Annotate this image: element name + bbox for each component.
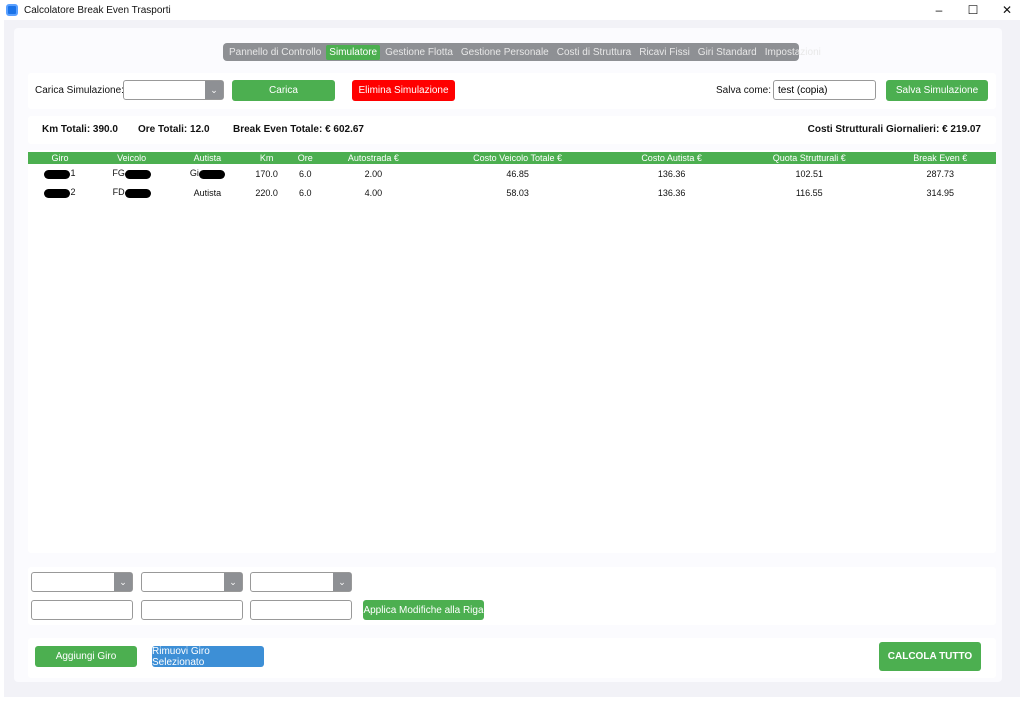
cell-veicolo: FG	[92, 164, 171, 183]
tab-impostazioni[interactable]: Impostazioni	[764, 46, 821, 58]
cell-autista: Autista	[193, 187, 222, 198]
redaction	[124, 188, 151, 198]
col-costo-veicolo[interactable]: Costo Veicolo Totale €	[425, 152, 610, 164]
cell-costo-veicolo: 46.85	[506, 168, 529, 179]
delete-simulation-button[interactable]: Elimina Simulazione	[352, 80, 455, 101]
edit-autista-select[interactable]: ⌄	[250, 572, 352, 592]
minimize-button[interactable]: –	[935, 3, 943, 17]
edit-veicolo-select[interactable]: ⌄	[141, 572, 243, 592]
col-km[interactable]: Km	[243, 152, 290, 164]
load-simulation-select[interactable]: ⌄	[123, 80, 224, 100]
ore-totali: Ore Totali: 12.0	[138, 124, 210, 135]
save-simulation-button[interactable]: Salva Simulazione	[886, 80, 988, 101]
remove-giro-button[interactable]: Rimuovi Giro Selezionato	[152, 646, 264, 668]
chevron-down-icon: ⌄	[333, 573, 351, 591]
chevron-down-icon: ⌄	[224, 573, 242, 591]
load-button[interactable]: Carica	[232, 80, 335, 101]
giri-table: Giro Veicolo Autista Km Ore Autostrada €…	[28, 152, 996, 202]
close-button[interactable]: ✕	[1001, 3, 1013, 17]
cell-quota: 102.51	[795, 168, 824, 179]
table-panel	[28, 150, 996, 553]
redaction	[44, 188, 71, 198]
cell-veicolo: FD	[92, 183, 171, 202]
tab-personale[interactable]: Gestione Personale	[460, 46, 549, 58]
app-icon	[6, 4, 18, 16]
cell-giro: 2	[28, 183, 92, 202]
km-totali: Km Totali: 390.0	[42, 124, 118, 135]
maximize-button[interactable]: ☐	[967, 3, 979, 17]
apply-row-button[interactable]: Applica Modifiche alla Riga	[363, 600, 484, 620]
col-ore[interactable]: Ore	[289, 152, 321, 164]
cell-autostrada: 2.00	[364, 168, 383, 179]
redaction	[124, 169, 151, 179]
save-as-label: Salva come:	[716, 85, 772, 96]
cell-km: 220.0	[255, 187, 278, 198]
tab-struttura[interactable]: Costi di Struttura	[556, 46, 632, 58]
cell-break-even: 314.95	[926, 187, 955, 198]
cell-km: 170.0	[255, 168, 278, 179]
cell-ore: 6.0	[299, 187, 312, 198]
edit-autostrada-input[interactable]	[250, 600, 352, 620]
cell-quota: 116.55	[795, 187, 823, 198]
tab-flotta[interactable]: Gestione Flotta	[385, 46, 453, 58]
cell-break-even: 287.73	[926, 168, 955, 179]
col-autostrada[interactable]: Autostrada €	[320, 152, 426, 164]
edit-ore-input[interactable]	[141, 600, 243, 620]
table-row[interactable]: 2 FD Autista 220.0 6.0 4.00 58.03 136.36…	[28, 183, 996, 202]
table-row[interactable]: 1 FG Gi 170.0 6.0 2.00 46.85 136.36 102.…	[28, 164, 996, 183]
save-as-input[interactable]	[773, 80, 876, 100]
col-autista[interactable]: Autista	[171, 152, 244, 164]
cell-autista: Gi	[171, 164, 243, 183]
calcola-tutto-button[interactable]: CALCOLA TUTTO	[879, 642, 981, 671]
col-giro[interactable]: Giro	[28, 152, 92, 164]
col-quota[interactable]: Quota Strutturali €	[733, 152, 885, 164]
break-even-totale: Break Even Totale: € 602.67	[233, 124, 364, 135]
cell-autostrada: 4.00	[364, 187, 383, 198]
redaction	[44, 169, 71, 179]
tab-ricavi[interactable]: Ricavi Fissi	[639, 46, 690, 58]
cell-costo-veicolo: 58.03	[506, 187, 529, 198]
tab-giri[interactable]: Giri Standard	[697, 46, 757, 58]
chevron-down-icon: ⌄	[114, 573, 132, 591]
redaction	[198, 169, 225, 179]
cell-ore: 6.0	[299, 168, 312, 179]
col-costo-autista[interactable]: Costo Autista €	[609, 152, 734, 164]
tab-pannello[interactable]: Pannello di Controllo	[229, 46, 322, 58]
title-bar: Calcolatore Break Even Trasporti – ☐ ✕	[0, 0, 1024, 20]
chevron-down-icon: ⌄	[205, 81, 223, 99]
tab-simulatore[interactable]: Simulatore	[326, 44, 381, 60]
col-veicolo[interactable]: Veicolo	[91, 152, 172, 164]
col-break-even[interactable]: Break Even €	[884, 152, 996, 164]
edit-km-input[interactable]	[31, 600, 133, 620]
edit-giro-select[interactable]: ⌄	[31, 572, 133, 592]
cell-costo-autista: 136.36	[657, 187, 686, 198]
add-giro-button[interactable]: Aggiungi Giro	[35, 646, 137, 667]
load-label: Carica Simulazione:	[35, 85, 124, 96]
cell-costo-autista: 136.36	[657, 168, 686, 179]
window-title: Calcolatore Break Even Trasporti	[24, 4, 171, 16]
summary-panel	[28, 116, 996, 144]
tab-bar: Pannello di Controllo Simulatore Gestion…	[223, 43, 821, 61]
cell-giro: 1	[28, 164, 92, 183]
costi-strutturali: Costi Strutturali Giornalieri: € 219.07	[807, 124, 981, 135]
